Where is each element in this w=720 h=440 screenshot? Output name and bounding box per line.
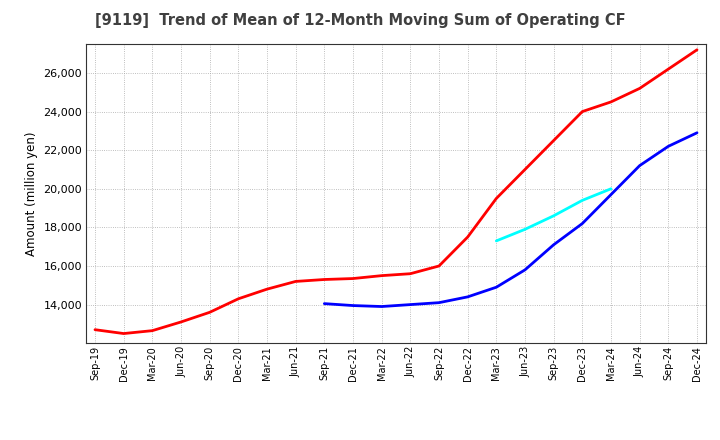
Y-axis label: Amount (million yen): Amount (million yen) [25, 132, 38, 256]
3 Years [607, 99, 616, 105]
Line: 7 Years: 7 Years [496, 189, 611, 241]
5 Years [406, 302, 415, 307]
5 Years [549, 242, 558, 247]
3 Years [406, 271, 415, 276]
7 Years [607, 186, 616, 191]
3 Years [578, 109, 587, 114]
7 Years [549, 213, 558, 218]
5 Years [377, 304, 386, 309]
3 Years [435, 264, 444, 269]
5 Years [348, 303, 357, 308]
5 Years [464, 294, 472, 300]
3 Years [234, 296, 243, 301]
Line: 3 Years: 3 Years [95, 50, 697, 334]
5 Years [607, 192, 616, 197]
3 Years [263, 286, 271, 292]
3 Years [176, 319, 185, 325]
5 Years [320, 301, 328, 306]
5 Years [664, 144, 672, 149]
3 Years [148, 328, 157, 333]
3 Years [120, 331, 128, 336]
3 Years [521, 167, 529, 172]
3 Years [320, 277, 328, 282]
5 Years [693, 130, 701, 136]
7 Years [521, 227, 529, 232]
5 Years [521, 267, 529, 272]
5 Years [435, 300, 444, 305]
3 Years [492, 196, 500, 201]
3 Years [292, 279, 300, 284]
3 Years [205, 310, 214, 315]
3 Years [664, 66, 672, 72]
3 Years [549, 138, 558, 143]
7 Years [578, 198, 587, 203]
5 Years [635, 163, 644, 168]
3 Years [464, 235, 472, 240]
5 Years [578, 221, 587, 226]
3 Years [91, 327, 99, 332]
3 Years [693, 47, 701, 52]
Text: [9119]  Trend of Mean of 12-Month Moving Sum of Operating CF: [9119] Trend of Mean of 12-Month Moving … [95, 13, 625, 28]
3 Years [377, 273, 386, 278]
3 Years [348, 276, 357, 281]
7 Years [492, 238, 500, 243]
Line: 5 Years: 5 Years [324, 133, 697, 307]
5 Years [492, 285, 500, 290]
3 Years [635, 86, 644, 91]
